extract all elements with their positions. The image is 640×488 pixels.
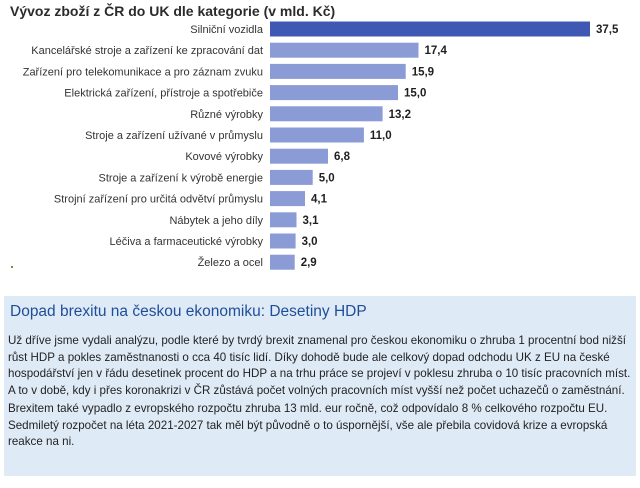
bar-1 [270,42,419,58]
brexit-impact-box: Dopad brexitu na českou ekonomiku: Deset… [4,296,636,476]
paragraph-analysis: Už dříve jsme vydali analýzu, podle kter… [8,334,631,397]
category-label-11: Železo a ocel [198,256,263,269]
value-label-8: 4,1 [311,194,328,206]
bar-6 [270,148,328,164]
category-label-8: Strojní zařízení pro určitá odvětví prům… [54,194,263,206]
bar-9 [270,212,297,228]
value-label-2: 15,9 [412,66,434,78]
bar-5 [270,127,364,143]
value-label-5: 11,0 [370,130,392,142]
category-label-9: Nábytek a jeho díly [169,215,263,227]
value-label-10: 3,0 [302,236,318,248]
value-label-6: 6,8 [334,151,351,163]
bar-3 [270,85,398,101]
brexit-impact-body: Už dříve jsme vydali analýzu, podle kter… [8,333,634,453]
category-label-6: Kovové výrobky [185,151,263,163]
bar-11 [270,254,295,270]
value-label-9: 3,1 [303,215,320,227]
category-label-10: Léčiva a farmaceutické výrobky [110,236,264,248]
decorative-dot [11,266,13,268]
value-label-7: 5,0 [319,172,335,184]
chart-title: Vývoz zboží z ČR do UK dle kategorie (v … [10,3,336,19]
bar-2 [270,63,406,79]
bar-7 [270,169,313,185]
category-label-2: Zařízení pro telekomunikace a pro záznam… [23,66,263,78]
value-label-0: 37,5 [596,24,619,36]
bar-8 [270,191,305,207]
category-label-5: Stroje a zařízení užívané v průmyslu [85,130,263,142]
category-label-3: Elektrická zařízení, přístroje a spotřeb… [64,88,263,100]
bar-0 [270,21,590,37]
value-label-11: 2,9 [301,257,317,269]
bar-chart: Silniční vozidla 37,5 Kancelářské stroje a… [23,21,619,270]
category-label-7: Stroje a zařízení k výrobě energie [99,172,263,184]
brexit-impact-heading: Dopad brexitu na českou ekonomiku: Deset… [10,303,367,320]
value-label-4: 13,2 [389,109,411,121]
bar-10 [270,233,296,249]
category-label-1: Kancelářské stroje a zařízení ke zpracov… [31,45,263,57]
value-label-1: 17,4 [425,45,448,57]
paragraph-eu-budget: Brexitem také vypadlo z evropského rozpo… [8,402,608,448]
category-label-4: Různé výrobky [190,109,263,121]
value-label-3: 15,0 [404,88,426,100]
bar-4 [270,106,383,122]
category-label-0: Silniční vozidla [190,24,264,36]
